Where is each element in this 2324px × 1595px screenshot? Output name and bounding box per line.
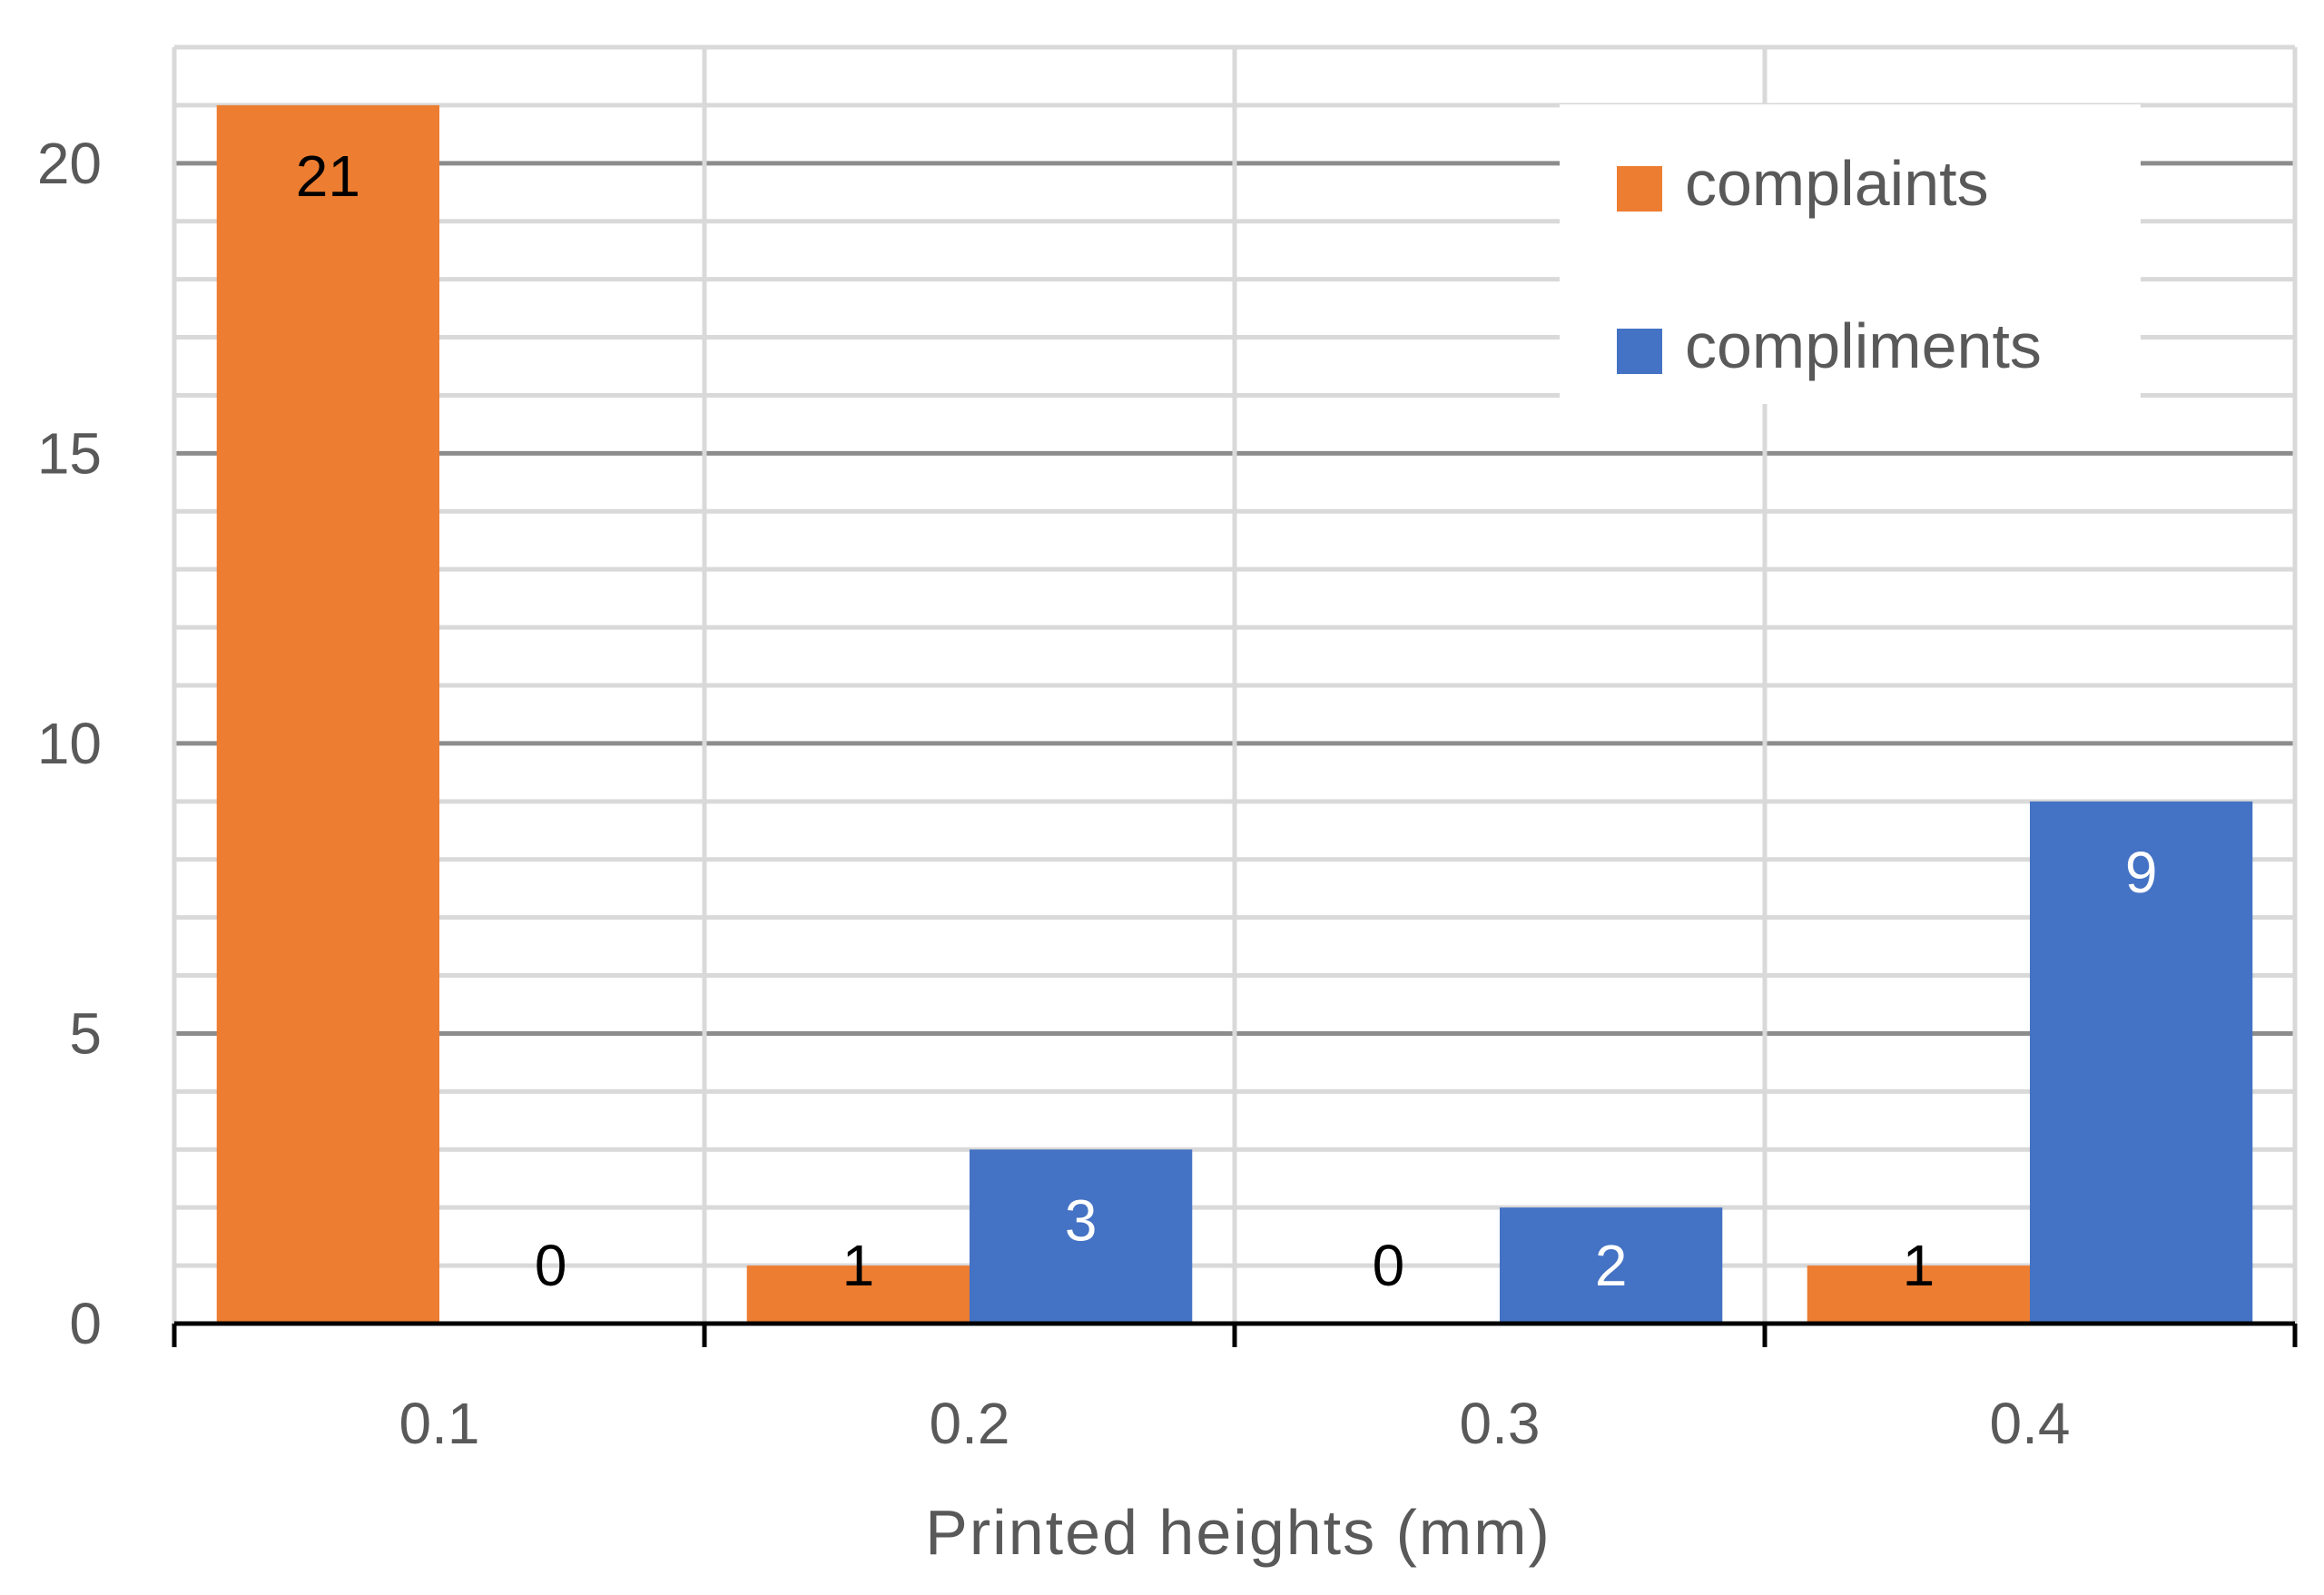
y-tick-label: 10 (37, 711, 102, 776)
x-tick-label: 0.2 (930, 1391, 1010, 1456)
bars (216, 104, 2253, 1324)
bar-compliments-0.3 (1500, 1207, 1723, 1324)
legend-swatch-complaints (1617, 166, 1662, 212)
x-tick-label: 0.3 (1460, 1391, 1541, 1456)
bar-complaints-0.4 (1807, 1265, 2030, 1324)
y-tick-label: 20 (37, 131, 102, 196)
y-tick-label: 0 (69, 1291, 102, 1356)
axes (172, 1321, 2298, 1347)
data-label-compliments-0.2: 3 (1065, 1187, 1098, 1253)
y-tick-label: 5 (69, 1000, 102, 1066)
x-tick-label: 0.4 (1990, 1391, 2071, 1456)
x-axis-title: Printed heights (mm) (925, 1497, 1551, 1568)
y-tick-labels: 0 5 10 15 20 (37, 131, 102, 1356)
x-tick-labels: 0.1 0.2 0.3 0.4 (399, 1391, 2071, 1456)
bar-complaints-0.1 (216, 104, 439, 1324)
y-tick-label: 15 (37, 420, 102, 486)
data-labels: 21 1 0 1 0 3 2 9 (296, 143, 2158, 1298)
data-label-complaints-0.1: 21 (296, 143, 360, 209)
x-tick-label: 0.1 (399, 1391, 480, 1456)
data-label-complaints-0.2: 1 (842, 1233, 875, 1298)
bar-compliments-0.2 (970, 1149, 1193, 1324)
vertical-gridlines (172, 47, 2298, 1324)
data-label-compliments-0.3: 2 (1595, 1233, 1628, 1298)
legend: complaints compliments (1560, 104, 2141, 404)
legend-label-compliments: compliments (1685, 310, 2042, 381)
bar-complaints-0.2 (746, 1265, 970, 1324)
data-label-compliments-0.1: 0 (535, 1233, 567, 1298)
data-label-complaints-0.3: 0 (1373, 1233, 1405, 1298)
bar-compliments-0.4 (2030, 801, 2253, 1324)
legend-swatch-compliments (1617, 329, 1662, 374)
legend-label-complaints: complaints (1685, 148, 1989, 219)
data-label-compliments-0.4: 9 (2125, 840, 2158, 905)
data-label-complaints-0.4: 1 (1903, 1233, 1935, 1298)
